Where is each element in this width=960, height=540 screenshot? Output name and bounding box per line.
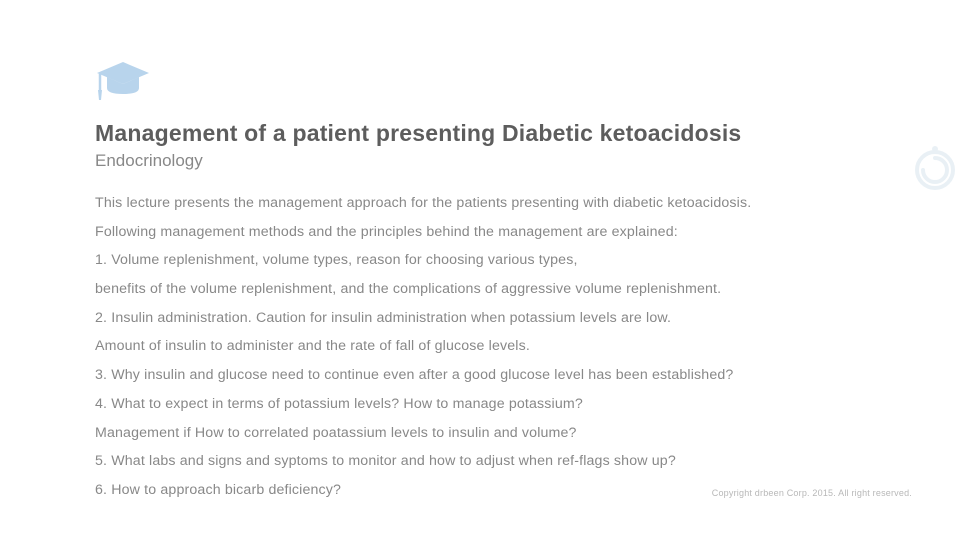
body-line: Management if How to correlated poatassi… xyxy=(95,419,880,448)
body-line: 4. What to expect in terms of potassium … xyxy=(95,390,880,419)
body-line: 3. Why insulin and glucose need to conti… xyxy=(95,361,880,390)
copyright-text: Copyright drbeen Corp. 2015. All right r… xyxy=(712,488,912,498)
body-line: 5. What labs and signs and syptoms to mo… xyxy=(95,447,880,476)
body-line: 2. Insulin administration. Caution for i… xyxy=(95,304,880,333)
slide-content: Management of a patient presenting Diabe… xyxy=(0,0,960,540)
slide-body: This lecture presents the management app… xyxy=(95,189,880,505)
body-line: benefits of the volume replenishment, an… xyxy=(95,275,880,304)
body-line: Amount of insulin to administer and the … xyxy=(95,332,880,361)
slide-subtitle: Endocrinology xyxy=(95,151,880,171)
graduation-cap-icon xyxy=(95,60,880,102)
body-line: Following management methods and the pri… xyxy=(95,218,880,247)
body-line: This lecture presents the management app… xyxy=(95,189,880,218)
slide-title: Management of a patient presenting Diabe… xyxy=(95,120,880,147)
body-line: 1. Volume replenishment, volume types, r… xyxy=(95,246,880,275)
